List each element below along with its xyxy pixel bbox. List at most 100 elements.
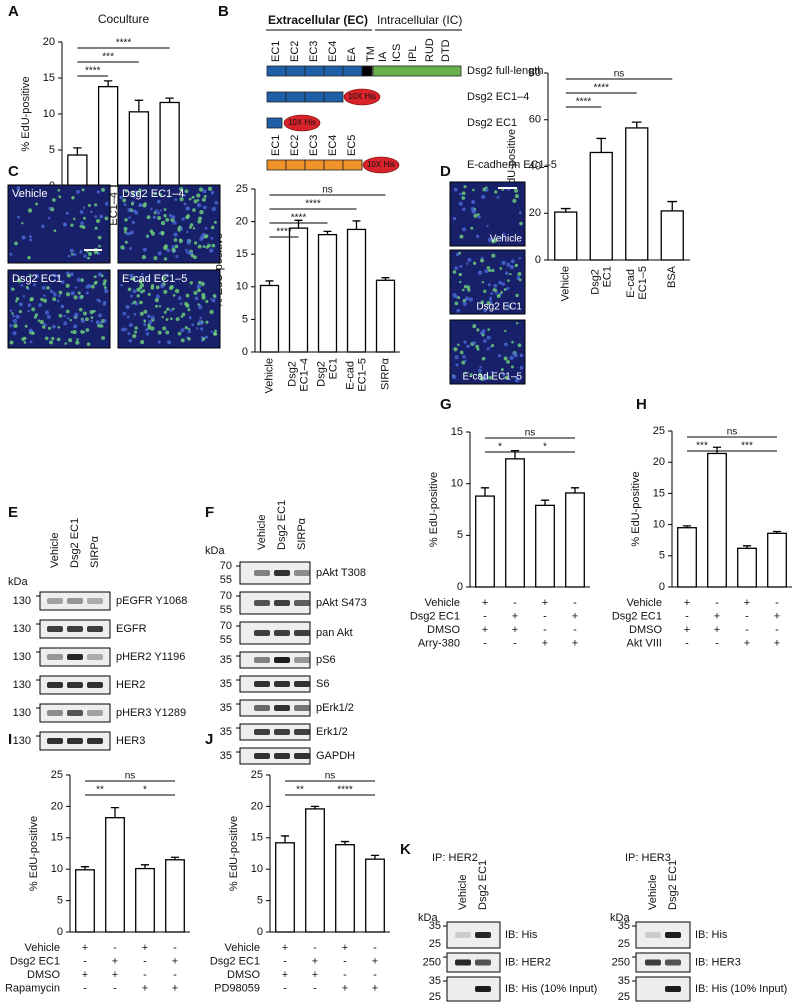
- cell-dot: [28, 235, 32, 239]
- band: [274, 657, 290, 663]
- treatment-sign: -: [573, 624, 577, 636]
- cell-dot: [131, 190, 135, 193]
- cell-dot: [40, 297, 44, 302]
- cell-dot: [80, 319, 85, 323]
- blot-row-name: S6: [316, 678, 329, 690]
- bar: [767, 532, 787, 588]
- cell-dot: [63, 321, 68, 326]
- cell-dot: [150, 284, 155, 288]
- cell-dot: [136, 287, 141, 292]
- cell-dot: [133, 330, 138, 334]
- cell-dot: [197, 219, 202, 224]
- blot-row-name: IB: HER3: [695, 956, 741, 968]
- bar: [259, 284, 280, 353]
- cell-dot: [462, 354, 466, 359]
- cell-dot: [124, 328, 128, 331]
- y-tick-label: 20: [251, 800, 263, 812]
- cell-dot: [129, 273, 134, 278]
- blot-row-name: IB: His (10% Input): [505, 983, 597, 995]
- cell-dot: [46, 314, 51, 320]
- cell-dot: [459, 264, 463, 268]
- cell-dot: [488, 268, 492, 272]
- band: [294, 657, 310, 663]
- band: [294, 705, 310, 711]
- kda-marker: 55: [220, 634, 232, 646]
- cell-dot: [163, 257, 168, 261]
- cell-dot: [12, 318, 18, 324]
- cell-dot: [213, 220, 217, 224]
- ecad-domain-label: EC1: [270, 135, 282, 156]
- ec-domain: [342, 65, 363, 77]
- band: [47, 654, 63, 660]
- cell-dot: [62, 222, 67, 227]
- ic-domain: [372, 65, 462, 77]
- cell-dot: [512, 351, 516, 355]
- treatment-sign: +: [744, 597, 750, 609]
- ecad-domain-label: EC2: [289, 135, 301, 156]
- panel-label: C: [8, 163, 19, 180]
- treatment-sign: +: [112, 969, 118, 981]
- ecad-domain: [304, 159, 325, 171]
- treatment-sign: +: [482, 624, 488, 636]
- error-bar: [596, 137, 607, 153]
- cell-dot: [459, 192, 462, 196]
- cell-dot: [53, 278, 57, 282]
- cell-dot: [53, 273, 57, 278]
- cell-dot: [211, 206, 217, 212]
- cell-dot: [461, 196, 466, 200]
- bar: [105, 817, 125, 933]
- significance-label: **: [96, 785, 104, 796]
- cell-dot: [148, 320, 153, 325]
- blot-row-name: pAkt T308: [316, 567, 366, 579]
- cell-dot: [198, 305, 203, 310]
- his-tag: [343, 88, 381, 106]
- cell-dot: [76, 189, 80, 194]
- treatment-sign: -: [173, 969, 177, 981]
- cell-dot: [127, 208, 131, 212]
- cell-dot: [58, 313, 63, 318]
- cell-dot: [191, 195, 195, 199]
- bar: [135, 867, 155, 933]
- treatment-sign: +: [342, 982, 348, 994]
- cell-dot: [132, 194, 136, 199]
- cell-dot: [469, 373, 473, 377]
- cell-dot: [158, 305, 162, 308]
- cell-dot: [15, 297, 20, 301]
- x-tick-label: E-cad EC1–5: [344, 358, 368, 392]
- cell-dot: [132, 333, 137, 339]
- image-label: E-cad EC1–5: [463, 372, 523, 383]
- ec-domain: [304, 65, 325, 77]
- error-bar: [570, 487, 580, 493]
- cell-dot: [82, 216, 86, 220]
- ec-domain: [285, 65, 306, 77]
- cell-dot: [87, 251, 93, 257]
- cell-dot: [467, 288, 471, 292]
- cell-dot: [186, 214, 191, 218]
- cell-dot: [37, 319, 41, 322]
- significance-label: **: [296, 785, 304, 796]
- cell-dot: [457, 343, 460, 347]
- cell-dot: [509, 355, 514, 361]
- cell-dot: [174, 198, 178, 202]
- cell-dot: [183, 202, 187, 206]
- cell-dot: [9, 324, 13, 328]
- cell-dot: [27, 309, 31, 313]
- kda-marker: 35: [429, 975, 441, 987]
- cell-dot: [165, 318, 169, 321]
- cell-dot: [502, 232, 506, 236]
- ic-header: Intracellular (IC): [377, 13, 462, 27]
- cell-dot: [183, 193, 186, 197]
- cell-dot: [517, 343, 522, 348]
- kda-marker: 130: [13, 651, 31, 663]
- treatment-sign: -: [343, 969, 347, 981]
- y-axis-label: % EdU-positive: [630, 471, 642, 546]
- cell-dot: [63, 314, 66, 318]
- band: [665, 959, 681, 966]
- cell-dot: [210, 237, 214, 240]
- cell-dot: [125, 304, 130, 310]
- cell-dot: [146, 215, 151, 220]
- ec-header: Extracellular (EC): [268, 13, 368, 27]
- cell-dot: [487, 328, 491, 331]
- y-tick-label: 15: [251, 832, 263, 844]
